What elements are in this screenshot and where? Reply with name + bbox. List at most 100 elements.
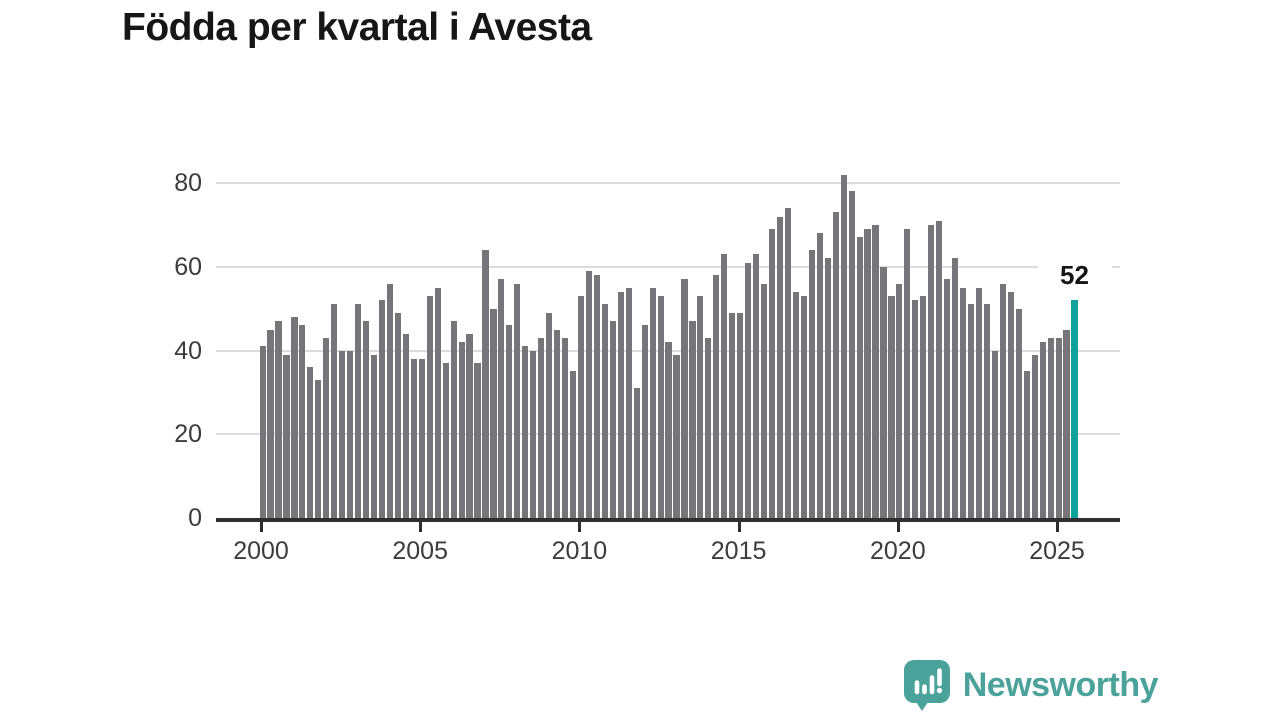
bar: [936, 220, 943, 520]
bar: [864, 229, 871, 520]
bar: [490, 308, 497, 520]
bar: [355, 304, 362, 520]
bar: [402, 333, 409, 520]
bar: [641, 325, 648, 520]
bar: [920, 296, 927, 520]
x-tick-label: 2010: [551, 537, 608, 565]
bar: [991, 350, 998, 520]
bar: [967, 304, 975, 520]
bar: [872, 224, 879, 520]
newsworthy-logo: Newsworthy: [903, 659, 1159, 712]
bar: [1007, 291, 1014, 520]
bar: [721, 254, 728, 520]
bar: [546, 312, 553, 520]
x-tick: [896, 522, 900, 532]
bar: [689, 321, 696, 520]
bar: [331, 304, 338, 520]
x-tick: [1056, 522, 1059, 532]
bar: [928, 224, 935, 520]
x-tick: [260, 522, 263, 532]
bar: [466, 333, 473, 520]
bar: [442, 363, 449, 520]
bar: [673, 354, 680, 520]
bar: [665, 342, 672, 520]
bar: [1023, 371, 1030, 520]
bar: [904, 229, 911, 520]
bar: [577, 296, 585, 520]
bar: [800, 296, 807, 520]
bar: [776, 216, 784, 520]
bar: [1055, 337, 1062, 520]
y-tick-label: 40: [174, 336, 202, 365]
y-tick-label: 20: [174, 420, 202, 449]
bar: [506, 325, 513, 520]
bar: [959, 287, 967, 520]
bar: [474, 363, 481, 520]
bar: [394, 312, 401, 520]
x-axis-line: [216, 518, 1120, 522]
bar: [1015, 308, 1022, 520]
bar: [737, 312, 744, 520]
bar: [896, 283, 903, 520]
bar: [1071, 300, 1078, 520]
bar: [824, 258, 831, 520]
x-tick-label: 2015: [710, 537, 767, 565]
bar: [601, 304, 608, 520]
bar: [784, 208, 792, 520]
bar: [434, 287, 441, 520]
bar: [275, 321, 282, 520]
bar: [832, 212, 839, 520]
bar: [880, 266, 887, 520]
bar: [649, 287, 656, 520]
bar: [999, 283, 1006, 520]
bar: [753, 254, 760, 520]
bar: [347, 350, 354, 520]
chart-title: Födda per kvartal i Avesta: [122, 6, 592, 49]
y-tick-label: 80: [174, 169, 202, 197]
bar: [410, 358, 417, 520]
bar: [840, 174, 847, 520]
y-tick-label: 0: [188, 504, 202, 532]
bar: [339, 350, 346, 520]
bar: [912, 300, 919, 520]
bar: [323, 337, 330, 520]
bar: [944, 279, 951, 520]
gridline: [216, 182, 1120, 184]
newsworthy-wordmark: Newsworthy: [962, 666, 1159, 704]
bar: [267, 329, 274, 520]
bar: [856, 237, 863, 520]
bar: [888, 296, 895, 520]
x-tick-label: 2005: [392, 537, 448, 565]
bar: [697, 296, 704, 520]
bar: [378, 300, 386, 520]
bar: [848, 191, 855, 520]
bar: [713, 275, 720, 520]
bar: [609, 321, 616, 520]
bar: [299, 325, 306, 520]
bar: [705, 337, 712, 520]
bar: [585, 270, 593, 520]
bar: [291, 317, 298, 520]
x-tick-label: 2025: [1029, 537, 1085, 565]
x-tick: [737, 522, 741, 532]
bar: [569, 371, 577, 520]
x-tick-label: 2000: [233, 537, 289, 565]
bar: [362, 321, 370, 520]
bar: [514, 283, 521, 520]
bar: [816, 233, 823, 520]
bar: [952, 258, 959, 520]
bar: [792, 291, 799, 520]
bar: [729, 312, 736, 520]
bar: [681, 279, 688, 520]
bar: [745, 262, 752, 520]
bar: [315, 379, 322, 520]
bar: [593, 275, 600, 520]
bar: [808, 250, 815, 520]
x-tick: [419, 522, 423, 532]
bar: [1063, 329, 1070, 520]
bar: [657, 296, 664, 520]
bar: [1047, 337, 1054, 520]
bar: [760, 283, 768, 520]
